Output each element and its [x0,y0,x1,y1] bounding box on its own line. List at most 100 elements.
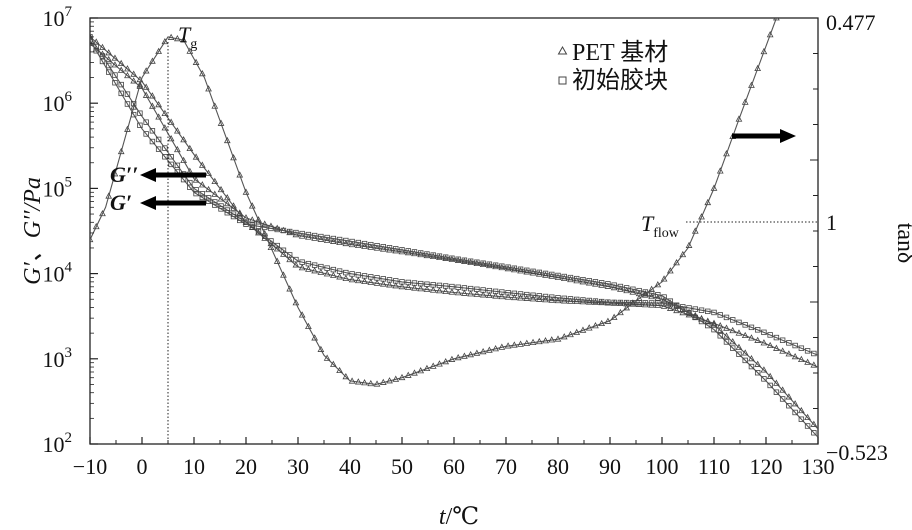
g-prime-arrow-head [140,196,156,210]
series-marker-triangle [223,199,231,207]
g-double-prime-label: G′′ [110,162,138,187]
series-marker-triangle [654,281,662,288]
series-marker-triangle [641,290,649,297]
series-marker-square [767,332,773,338]
series-marker-triangle [292,230,300,238]
series-marker-triangle [461,257,468,264]
series-marker-square [149,138,156,145]
x-tick-label: 0 [137,454,148,479]
series-marker-triangle [217,119,225,126]
series-marker-triangle [698,213,705,220]
series-marker-triangle [436,287,443,294]
series-marker-triangle [167,33,175,40]
series-marker-triangle [542,271,549,278]
series-marker-square [705,322,711,329]
series-marker-triangle [217,195,225,202]
series-marker-square [492,262,499,268]
series-marker-triangle [741,349,749,356]
y-tick-label: 107 [43,4,73,31]
series-marker-triangle [130,103,138,110]
series-marker-triangle [386,377,393,384]
series-marker-triangle [117,66,125,73]
legend-marker-triangle [557,45,568,55]
series-marker-triangle [354,378,362,385]
series-marker-triangle [810,420,818,427]
tflow-label: Tflow [641,211,680,241]
series-marker-square [505,290,511,296]
series-marker-triangle [473,349,481,356]
series-marker-triangle [404,283,412,290]
series-marker-square [692,306,698,312]
series-marker-triangle [130,77,138,84]
series-marker-triangle [735,329,743,336]
series-marker-square [311,262,318,268]
series-marker-square [143,119,149,125]
series-marker-triangle [454,353,462,361]
series-marker-triangle [585,324,593,331]
series-marker-square [561,295,567,302]
series-marker-triangle [111,61,119,68]
series-marker-triangle [554,273,562,280]
series-marker-square [193,190,199,197]
series-marker-triangle [142,91,150,98]
series-marker-triangle [666,267,674,274]
series-marker-square [299,259,305,265]
series-marker-square [467,258,474,264]
series-marker-triangle [192,176,200,183]
series-marker-triangle [523,339,531,346]
y-right-title: tanδ [892,223,912,264]
series-marker-square [605,281,611,287]
series-marker-triangle [280,250,287,257]
series-marker-square [343,269,349,276]
series-marker-triangle [429,252,437,260]
series-marker-triangle [386,246,393,253]
series-marker-square [405,248,411,254]
series-marker-triangle [286,285,294,292]
series-marker-square [574,275,580,282]
series-marker-triangle [255,216,262,223]
series-marker-square [93,48,99,54]
series-marker-square [811,350,817,357]
series-marker-triangle [604,317,612,324]
series-marker-triangle [654,294,662,301]
series-marker-square [399,247,405,253]
series-marker-square [411,249,418,255]
series-marker-triangle [149,57,156,64]
series-marker-triangle [173,34,181,42]
series-marker-square [711,326,717,333]
series-marker-triangle [716,167,724,174]
series-marker-triangle [379,280,387,287]
series-marker-triangle [773,18,780,21]
series-marker-triangle [348,377,356,384]
series-marker-triangle [579,278,587,285]
series-marker-triangle [273,224,281,231]
series-marker-triangle [242,188,250,195]
g-double-prime-arrow-head [140,168,156,182]
series-marker-square [393,246,399,252]
series-marker-triangle [180,136,187,143]
series-marker-square [754,327,761,333]
series-marker-triangle [180,36,187,43]
series-marker-triangle [510,266,518,273]
series-marker-square [779,337,786,343]
series-marker-square [286,252,293,258]
series-marker-triangle [710,184,718,191]
series-marker-triangle [348,276,356,283]
x-tick-label: 120 [750,454,783,479]
series-marker-square [442,283,449,289]
series-marker-square [499,263,505,269]
series-marker-square [168,154,174,160]
series-marker-triangle [248,216,256,223]
series-marker-square [99,58,106,65]
series-marker-triangle [685,241,693,248]
series-marker-square [555,272,561,279]
series-marker-triangle [442,287,450,294]
series-marker-square [580,297,586,303]
series-marker-square [386,245,393,251]
series-marker-triangle [417,367,425,374]
series-marker-triangle [641,301,649,308]
y-tick-label: 106 [43,89,73,116]
series-marker-square [567,274,574,281]
series-marker-square [336,236,343,243]
series-marker-triangle [560,274,568,282]
